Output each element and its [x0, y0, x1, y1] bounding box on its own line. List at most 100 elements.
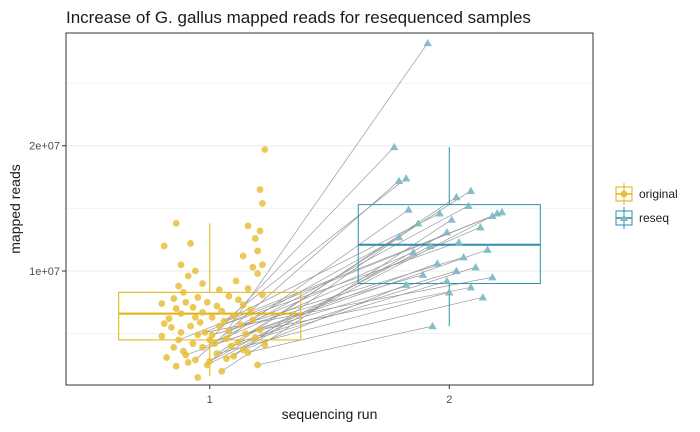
- original-point: [196, 318, 204, 326]
- original-point: [187, 322, 194, 330]
- link-line: [243, 284, 407, 351]
- link-line: [228, 236, 400, 332]
- link-line: [247, 296, 483, 353]
- reseq-point: [478, 293, 488, 301]
- legend-key-reseq: [615, 207, 633, 229]
- original-point: [172, 220, 180, 227]
- reseq-point: [497, 207, 507, 216]
- reseq-point: [389, 142, 399, 151]
- reseq-point: [488, 211, 497, 220]
- link-line: [212, 274, 424, 336]
- original-point: [244, 222, 252, 230]
- original-point: [247, 306, 254, 314]
- reseq-point: [433, 259, 442, 267]
- original-point: [187, 240, 194, 247]
- link-line: [216, 291, 450, 355]
- original-point: [259, 261, 266, 269]
- original-point: [254, 270, 262, 277]
- original-point: [184, 272, 192, 280]
- reseq-point: [476, 222, 485, 231]
- link-line: [259, 286, 471, 331]
- reseq-point: [488, 273, 497, 281]
- original-point: [163, 354, 171, 361]
- link-line: [228, 251, 414, 332]
- chart-title: Increase of G. gallus mapped reads for r…: [66, 8, 531, 27]
- legend-key-symbol: [620, 214, 628, 221]
- original-point: [239, 252, 247, 260]
- original-point: [191, 267, 199, 275]
- original-point: [220, 317, 228, 325]
- original-point: [189, 303, 197, 311]
- link-line: [209, 245, 431, 362]
- link-line: [223, 213, 440, 322]
- original-point: [172, 362, 180, 370]
- data-points: [158, 38, 507, 381]
- original-point: [232, 277, 240, 285]
- original-point: [230, 312, 238, 320]
- original-point: [177, 310, 185, 317]
- original-point: [244, 285, 252, 292]
- reseq-point: [418, 270, 428, 278]
- original-point: [249, 263, 257, 271]
- original-point: [179, 347, 187, 355]
- original-point: [199, 344, 206, 351]
- original-point: [230, 352, 238, 360]
- original-point: [256, 227, 264, 235]
- original-point: [170, 344, 178, 351]
- link-line: [195, 180, 400, 361]
- link-line: [223, 42, 429, 336]
- link-line: [223, 178, 407, 322]
- reseq-point: [483, 245, 492, 253]
- y-axis: 2e+07 1e+07: [29, 141, 66, 278]
- x-tick-label: 2: [446, 394, 452, 406]
- legend-key-original: [615, 183, 633, 205]
- original-point: [194, 293, 202, 301]
- legend-key-symbol: [620, 190, 628, 198]
- original-point: [213, 302, 221, 310]
- original-point: [191, 313, 199, 321]
- original-point: [223, 335, 230, 343]
- reseq-point: [425, 241, 435, 250]
- original-point: [259, 199, 266, 207]
- original-point: [218, 367, 226, 375]
- reseq-point: [413, 219, 423, 227]
- reseq-point: [401, 280, 411, 288]
- link-line: [209, 146, 395, 341]
- original-point: [261, 146, 269, 153]
- original-point: [239, 301, 247, 309]
- original-point: [206, 357, 214, 365]
- y-tick-label: 2e+07: [29, 141, 60, 153]
- reseq-point: [464, 201, 473, 210]
- original-point: [179, 288, 187, 296]
- reseq-point: [423, 38, 432, 47]
- original-point: [261, 341, 269, 349]
- reseq-point: [404, 205, 413, 213]
- original-point: [254, 361, 262, 369]
- original-point: [215, 286, 223, 294]
- original-point: [199, 280, 206, 287]
- original-point: [201, 328, 209, 336]
- original-point: [194, 331, 202, 339]
- y-axis-title: mapped reads: [7, 164, 23, 254]
- original-point: [239, 346, 247, 354]
- original-point: [182, 298, 190, 306]
- original-point: [225, 292, 233, 300]
- x-axis-title: sequencing run: [282, 406, 378, 422]
- original-point: [175, 336, 182, 344]
- original-point: [251, 333, 259, 341]
- original-point: [189, 340, 197, 348]
- original-point: [177, 328, 185, 336]
- original-point: [172, 305, 180, 312]
- reseq-point: [452, 192, 461, 201]
- original-point: [256, 326, 264, 334]
- original-point: [223, 355, 230, 363]
- original-point: [158, 300, 166, 307]
- original-point: [208, 331, 216, 339]
- reseq-point: [435, 209, 444, 217]
- original-point: [211, 340, 218, 348]
- original-point: [175, 282, 182, 290]
- gridlines: [66, 82, 593, 334]
- reseq-point: [394, 232, 404, 241]
